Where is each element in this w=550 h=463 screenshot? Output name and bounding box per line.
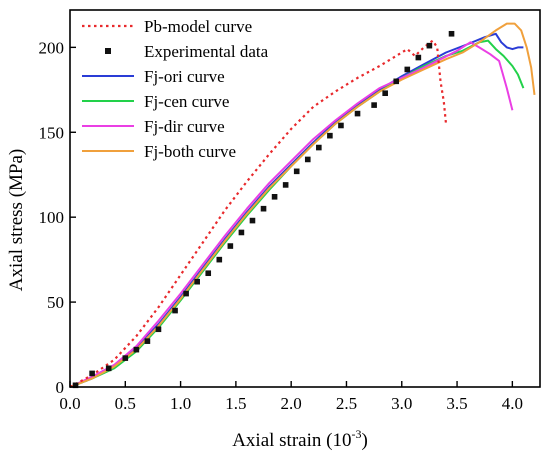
y-tick-label: 200 (39, 38, 65, 57)
x-axis-title-superscript: -3 (351, 427, 361, 441)
y-tick-label: 100 (39, 208, 65, 227)
experimental-data-point (122, 355, 129, 361)
experimental-data-point (144, 338, 151, 344)
x-tick-label: 3.5 (446, 394, 467, 413)
experimental-data-point (155, 326, 162, 333)
experimental-data-point (415, 54, 422, 61)
legend: Pb-model curve Experimental data Fj-ori cu… (82, 17, 269, 161)
experimental-data-point (194, 278, 200, 285)
experimental-data-series (72, 30, 455, 389)
pb-model-curve-line (69, 39, 448, 388)
fj-ori-curve-line (69, 32, 524, 388)
x-tick-label: 3.0 (391, 394, 412, 413)
x-tick-label: 1.0 (170, 394, 191, 413)
plot-frame (69, 9, 541, 388)
legend-label-experimental-data: Experimental data (144, 42, 269, 61)
x-tick-label: 0.5 (115, 394, 136, 413)
axis-ticks: 0.0 0.5 1.0 1.5 2.0 2.5 3.0 3.5 4.0 0 50 100 150 200 (39, 38, 523, 413)
experimental-data-point (426, 42, 433, 49)
experimental-data-point (382, 90, 388, 97)
legend-label-fj-ori-curve: Fj-ori curve (144, 67, 225, 86)
experimental-data-point (72, 382, 79, 389)
experimental-data-point (354, 110, 361, 117)
legend-swatch-experimental-data (105, 48, 111, 54)
y-tick-label: 150 (39, 123, 65, 142)
experimental-data-point (304, 156, 311, 163)
experimental-data-point (338, 122, 344, 129)
legend-label-pb-model-curve: Pb-model curve (144, 17, 252, 36)
experimental-data-point (260, 205, 267, 212)
x-axis-title-main: Axial strain (10 (232, 430, 351, 451)
experimental-data-point (393, 78, 400, 85)
experimental-data-point (327, 132, 333, 139)
experimental-data-point (89, 370, 95, 377)
plot-series-layer (69, 22, 536, 389)
experimental-data-point (216, 256, 223, 263)
experimental-data-point (205, 270, 212, 277)
y-tick-label: 50 (47, 293, 64, 312)
experimental-data-point (293, 168, 300, 175)
y-axis-title: Axial stress (MPa) (6, 149, 27, 291)
x-axis-title-close: ) (361, 430, 367, 451)
experimental-data-point (238, 229, 245, 236)
experimental-data-point (282, 182, 289, 188)
experimental-data-point (227, 243, 234, 249)
experimental-data-point (172, 307, 178, 314)
experimental-data-point (371, 102, 377, 108)
legend-label-fj-cen-curve: Fj-cen curve (144, 92, 229, 111)
experimental-data-point (249, 217, 256, 224)
x-tick-label: 2.0 (281, 394, 302, 413)
experimental-data-point (133, 346, 140, 353)
legend-label-fj-dir-curve: Fj-dir curve (144, 117, 225, 136)
x-tick-label: 1.5 (225, 394, 246, 413)
experimental-data-point (183, 290, 189, 297)
legend-label-fj-both-curve: Fj-both curve (144, 142, 236, 161)
x-tick-label: 0.0 (59, 394, 80, 413)
x-tick-label: 4.0 (502, 394, 523, 413)
y-tick-label: 0 (56, 378, 65, 397)
fj-dir-curve-line (69, 41, 514, 388)
fj-both-curve-line (69, 22, 536, 388)
experimental-data-point (448, 30, 455, 37)
experimental-data-point (271, 194, 278, 200)
x-tick-label: 2.5 (336, 394, 357, 413)
experimental-data-point (404, 66, 411, 73)
experimental-data-point (105, 365, 112, 372)
experimental-data-point (316, 144, 322, 151)
x-axis-title: Axial strain (10-3) (232, 427, 368, 451)
